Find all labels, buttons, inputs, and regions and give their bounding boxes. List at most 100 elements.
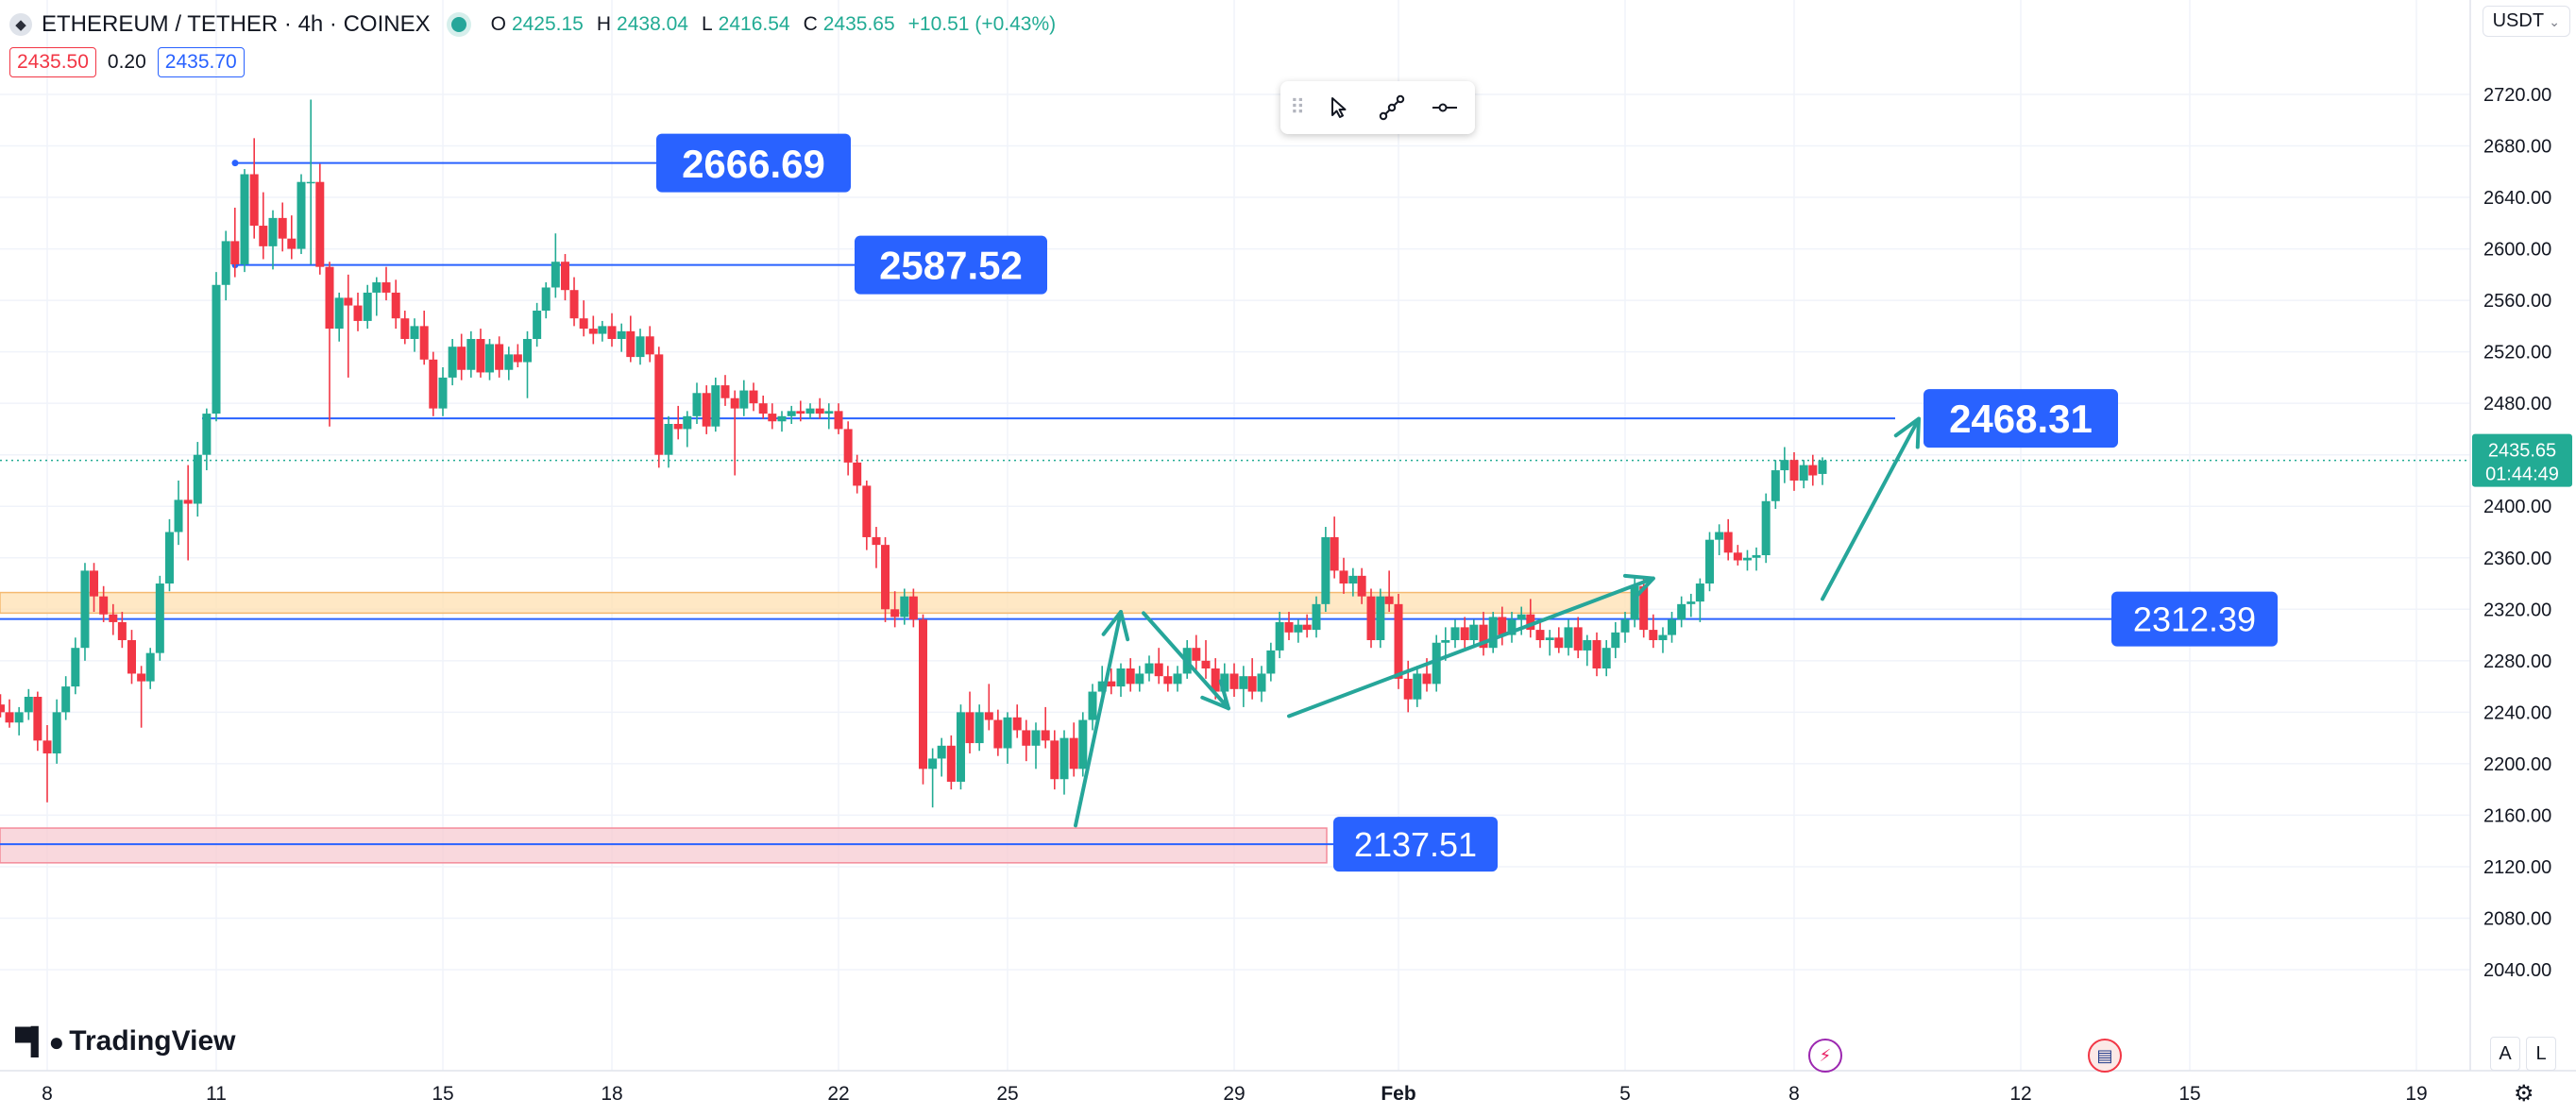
candle-up (1116, 668, 1126, 687)
candle-up (1312, 603, 1321, 631)
candle-up (1695, 583, 1704, 602)
trend-arrow-line[interactable] (1142, 611, 1230, 711)
time-tick-label: 5 (1619, 1083, 1631, 1105)
level-price-label-box[interactable] (855, 235, 1047, 295)
log-scale-button[interactable]: L (2526, 1037, 2556, 1071)
settings-gear-icon[interactable]: ⚙ (2514, 1081, 2534, 1107)
time-tick-label: 8 (42, 1083, 53, 1105)
trend-arrow-line[interactable] (1074, 610, 1123, 828)
candle-up (1799, 465, 1808, 481)
red-zone (0, 827, 1328, 864)
level-labels[interactable]: 2666.69 2587.52 2468.31 2312.39 2137.51 2435.… (656, 133, 2572, 872)
candle-up (485, 344, 495, 373)
last-price-badge[interactable] (2472, 433, 2572, 487)
price-tick-label: 2680.00 (2483, 137, 2551, 158)
buy-price-button[interactable]: 2435.70 (157, 47, 245, 77)
candle-up (1413, 673, 1422, 700)
candles (0, 99, 1827, 808)
candle-up (1294, 624, 1303, 633)
level-price-label-box[interactable] (1924, 389, 2118, 448)
candle-down (1069, 737, 1078, 769)
candle-down (1554, 637, 1564, 649)
level-lines[interactable] (0, 160, 2470, 846)
candle-down (588, 329, 598, 334)
candle-down (1211, 668, 1220, 692)
candle-up (937, 745, 946, 759)
level-price-label-box[interactable] (1333, 817, 1498, 872)
bid-ask: 2435.50 0.20 2435.70 (9, 47, 245, 77)
price-tick-label: 2560.00 (2483, 291, 2551, 312)
candle-up (1715, 532, 1724, 540)
symbol-header[interactable]: ◆ ETHEREUM / TETHER · 4h · COINEX O 2425.… (9, 9, 1063, 40)
trend-arrow-head[interactable] (1200, 679, 1230, 711)
candle-down (1384, 596, 1394, 604)
level-anchor-point[interactable] (231, 160, 239, 167)
candle-down (1201, 660, 1211, 669)
candle-up (1564, 627, 1573, 649)
candle-up (372, 282, 381, 293)
candle-up (145, 652, 155, 682)
candle-up (1088, 691, 1097, 720)
drag-handle-icon[interactable]: ⠿ (1289, 95, 1305, 119)
candle-up (52, 712, 61, 753)
time-tick-label: 19 (2405, 1083, 2427, 1105)
candle-down (1247, 676, 1257, 692)
trend-arrow-head[interactable] (1101, 610, 1130, 642)
candle-down (1573, 627, 1583, 651)
price-tick-label: 2080.00 (2483, 908, 2551, 929)
trend-line-icon[interactable] (1365, 81, 1418, 134)
time-tick-label: 12 (2009, 1083, 2031, 1105)
trend-arrow-line[interactable] (1821, 416, 1921, 601)
candle-down (702, 393, 711, 427)
candle-down (1022, 730, 1031, 746)
candle-down (1723, 532, 1733, 553)
price-tick-label: 2640.00 (2483, 188, 2551, 209)
candle-up (1003, 717, 1012, 749)
candle-down (730, 397, 739, 409)
trend-arrow-head[interactable] (1893, 416, 1921, 449)
candle-up (711, 385, 720, 427)
candle-down (400, 318, 410, 340)
candle-up (1144, 663, 1154, 674)
currency-button[interactable]: USDT ⌄ (2482, 6, 2570, 37)
candle-down (872, 536, 881, 546)
candle-up (1752, 555, 1761, 558)
trend-arrow-head[interactable] (1622, 573, 1655, 601)
candle-up (202, 414, 212, 455)
time-tick-label: 22 (827, 1083, 849, 1105)
candle-down (33, 696, 42, 741)
trend-arrow-line[interactable] (1287, 576, 1655, 719)
level-price-label: 2587.52 (879, 244, 1023, 288)
time-tick-label: 25 (996, 1083, 1018, 1105)
candle-down (984, 712, 993, 720)
us-flag-icon[interactable]: ▤ (2088, 1039, 2122, 1073)
candle-down (381, 282, 391, 293)
candle-down (796, 411, 805, 414)
candle-down (579, 318, 588, 330)
candle-down (353, 305, 363, 321)
candle-up (1173, 673, 1182, 685)
trend-arrows[interactable] (1074, 416, 1921, 828)
level-price-label-box[interactable] (2111, 591, 2278, 647)
tradingview-logo[interactable]: ▀▍● TradingView (15, 1025, 235, 1057)
level-price-label-box[interactable] (656, 133, 851, 193)
symbol-title[interactable]: ETHEREUM / TETHER · 4h · COINEX (42, 11, 431, 37)
horizontal-ray-icon[interactable] (1418, 81, 1471, 134)
candle-up (1239, 676, 1248, 689)
candle-down (946, 745, 956, 782)
candle-up (1059, 737, 1069, 780)
cursor-icon[interactable] (1313, 81, 1365, 134)
candle-down (259, 226, 268, 246)
candle-down (1394, 603, 1403, 679)
candle-down (1479, 624, 1488, 649)
candle-down (249, 174, 259, 227)
candle-down (5, 712, 14, 723)
auto-scale-button[interactable]: A (2490, 1037, 2520, 1071)
candle-up (1432, 642, 1441, 685)
drawing-toolbar[interactable]: ⠿ (1280, 81, 1475, 134)
time-axis-background (0, 1071, 2576, 1116)
flash-event-icon[interactable]: ⚡ (1808, 1039, 1842, 1073)
sell-price-button[interactable]: 2435.50 (9, 47, 96, 77)
